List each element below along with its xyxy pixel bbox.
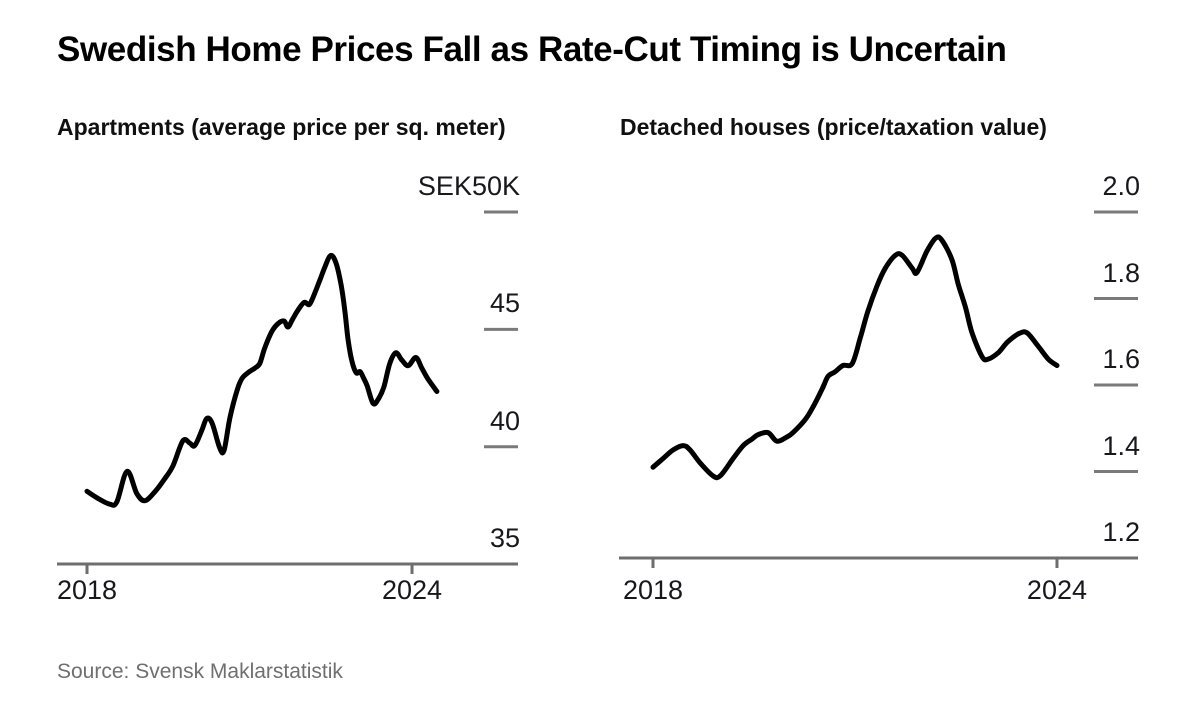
- y-tick-label-apartments: 45: [489, 288, 520, 319]
- y-tick-label-houses: 1.2: [1102, 517, 1140, 547]
- y-tick-label-apartments: 35: [489, 523, 520, 554]
- x-tick-label-apartments: 2018: [56, 575, 118, 605]
- y-tick-label-houses: 1.6: [1102, 344, 1140, 374]
- series-line-houses: [650, 234, 1060, 481]
- series-line-apartments: [84, 252, 440, 508]
- y-tick-label-apartments: SEK50K: [417, 171, 520, 201]
- y-tick-label-apartments: 40: [489, 405, 520, 436]
- x-tick-label-houses: 2018: [622, 575, 684, 605]
- y-tick-label-houses: 1.8: [1102, 257, 1140, 288]
- houses-chart-title: Detached houses (price/taxation value): [620, 114, 1047, 140]
- y-tick-label-houses: 1.4: [1102, 430, 1140, 461]
- x-tick-label-houses: 2024: [1026, 575, 1087, 605]
- figure-title: Swedish Home Prices Fall as Rate-Cut Tim…: [57, 30, 1007, 69]
- apartments-chart-title: Apartments (average price per sq. meter): [57, 114, 506, 140]
- source-note: Source: Svensk Maklarstatistik: [57, 660, 343, 683]
- x-tick-label-apartments: 2024: [381, 575, 443, 605]
- y-tick-label-houses: 2.0: [1102, 171, 1140, 201]
